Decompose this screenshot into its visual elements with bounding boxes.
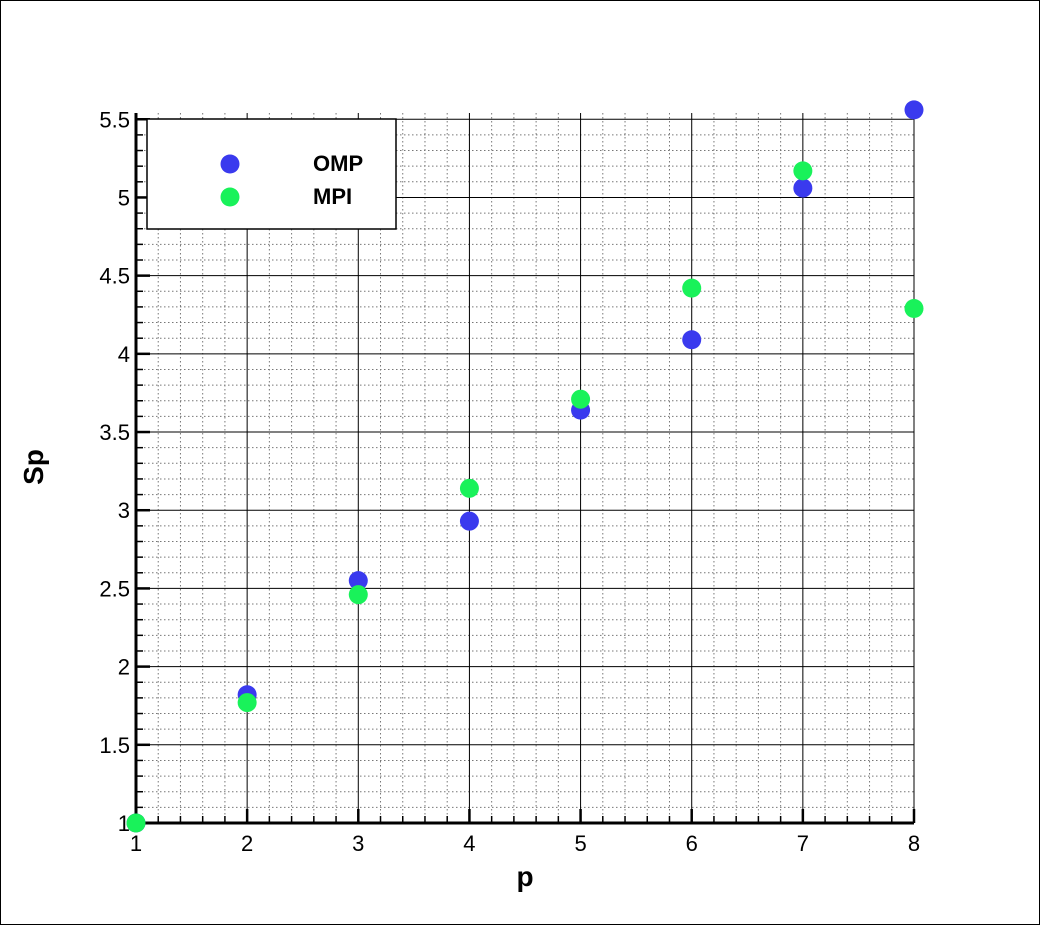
- x-tick-label: 4: [463, 831, 475, 856]
- minor-grid: [136, 113, 914, 823]
- x-tick-label: 8: [908, 831, 920, 856]
- y-tick-labels: 1 1.5 2 2.5 3 3.5 4 4.5 5 5.5: [99, 107, 130, 836]
- legend-box: [146, 118, 397, 230]
- point-mpi-3: [348, 585, 368, 605]
- x-tick-label: 1: [130, 831, 142, 856]
- point-omp-7: [793, 178, 813, 198]
- y-tick-label: 5.5: [99, 107, 130, 132]
- legend-label-omp: OMP: [313, 151, 363, 176]
- x-tick-label: 7: [797, 831, 809, 856]
- point-mpi-8: [904, 298, 924, 318]
- x-tick-label: 5: [574, 831, 586, 856]
- legend-marker-omp: [220, 154, 240, 174]
- y-axis-title: Sp: [18, 449, 49, 485]
- y-tick-label: 3.5: [99, 420, 130, 445]
- point-mpi-7: [793, 161, 813, 181]
- y-tick-label: 2: [118, 655, 130, 680]
- point-omp-8: [904, 100, 924, 120]
- point-mpi-4: [459, 478, 479, 498]
- x-tick-label: 6: [686, 831, 698, 856]
- point-mpi-1: [126, 813, 146, 833]
- legend: OMP MPI: [146, 118, 397, 230]
- point-omp-3: [348, 571, 368, 591]
- legend-marker-mpi: [220, 187, 240, 207]
- y-tick-label: 4.5: [99, 264, 130, 289]
- point-omp-4: [459, 511, 479, 531]
- y-tick-label: 1: [118, 811, 130, 836]
- y-tick-label: 5: [118, 185, 130, 210]
- legend-label-mpi: MPI: [313, 184, 352, 209]
- x-tick-label: 2: [241, 831, 253, 856]
- point-mpi-2: [237, 693, 257, 713]
- y-tick-label: 3: [118, 498, 130, 523]
- point-mpi-6: [682, 278, 702, 298]
- x-tick-label: 3: [352, 831, 364, 856]
- point-omp-6: [682, 330, 702, 350]
- x-tick-labels: 1 2 3 4 5 6 7 8: [130, 831, 920, 856]
- axes: [134, 113, 916, 825]
- data-points: [126, 100, 924, 833]
- y-tick-label: 1.5: [99, 733, 130, 758]
- y-tick-label: 4: [118, 342, 130, 367]
- y-tick-label: 2.5: [99, 576, 130, 601]
- x-axis-title: p: [516, 861, 533, 892]
- point-mpi-5: [571, 389, 591, 409]
